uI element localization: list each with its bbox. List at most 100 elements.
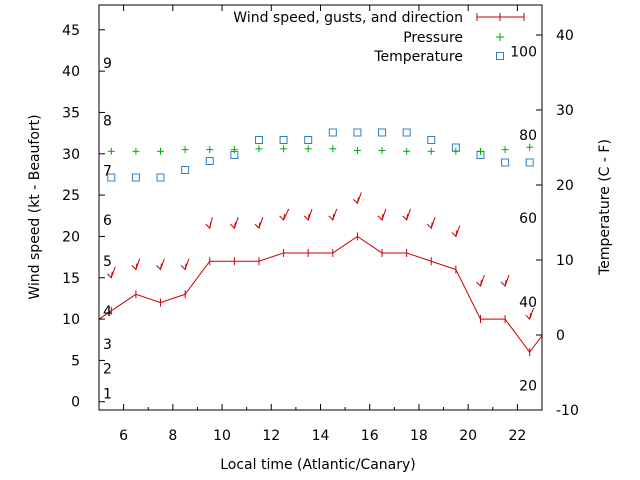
chart-ticks [98, 5, 543, 411]
wind-direction-arrow [328, 208, 338, 221]
x-tick-label: 22 [508, 428, 526, 444]
y2-tick-label: 20 [556, 178, 574, 194]
wind-speed-line [98, 235, 543, 353]
temperature-point [254, 136, 263, 144]
pressure-point [181, 146, 189, 154]
x-tick-label: 12 [262, 428, 280, 444]
chart-labels: 6 8 10 12 14 16 18 20 22051015202530354045-10010… [62, 23, 579, 444]
pressure-point [107, 147, 115, 155]
wind-direction-arrow [254, 216, 264, 230]
wind-direction-arrow [279, 208, 290, 221]
wind-direction-head [353, 197, 359, 205]
pressure-point [378, 146, 386, 154]
wind-direction-head [402, 213, 409, 221]
pressure-point [452, 147, 460, 155]
wind-direction-head [156, 263, 163, 271]
temperature-point [205, 157, 214, 165]
temperature-point [402, 128, 411, 137]
y2-axis-title: Temperature (C - F) [597, 139, 613, 276]
wind-direction-arrow [426, 216, 436, 230]
wind-direction-head [525, 312, 532, 321]
y-axis-title: Wind speed (kt - Beaufort) [27, 114, 43, 299]
fahrenheit-label: 60 [519, 211, 537, 227]
wind-direction-head [451, 230, 458, 238]
temperature-point [131, 173, 140, 182]
legend: Wind speed, gusts, and direction Pressur… [233, 10, 525, 65]
wind-direction-head [106, 271, 113, 279]
wind-direction-head [279, 213, 286, 221]
x-axis-title: Local time (Atlantic/Canary) [220, 457, 416, 473]
y-tick-label: 40 [62, 64, 80, 80]
pressure-point [403, 147, 411, 155]
wind-direction-arrow [156, 258, 165, 271]
y2-tick-label: 10 [556, 253, 574, 269]
pressure-point [427, 147, 435, 155]
wind-direction-arrow [205, 217, 213, 230]
y-tick-label: 0 [71, 395, 80, 411]
beaufort-label: 6 [103, 213, 112, 229]
beaufort-label: 2 [103, 362, 112, 378]
y-tick-label: 25 [62, 188, 80, 204]
temperature-point [181, 166, 190, 174]
beaufort-label: 1 [103, 386, 112, 402]
temperature-point [525, 158, 534, 167]
wind-direction-head [254, 222, 261, 230]
wind-direction-arrow [106, 266, 116, 279]
y-tick-label: 45 [62, 23, 80, 39]
wind-direction-arrow [451, 225, 461, 238]
pressure-point [329, 145, 337, 153]
fahrenheit-label: 100 [510, 45, 537, 61]
beaufort-label: 9 [103, 56, 112, 72]
pressure-point [230, 146, 238, 154]
beaufort-label: 3 [103, 337, 112, 353]
x-tick-label: 18 [410, 428, 428, 444]
temperature-point [279, 136, 288, 144]
y2-tick-label: -10 [556, 403, 579, 419]
legend-swatch-pressure [496, 33, 504, 41]
temperature-point [156, 173, 165, 182]
y2-tick-label: 30 [556, 103, 574, 119]
x-tick-label: 20 [459, 428, 477, 444]
legend-label-temperature: Temperature [373, 49, 463, 65]
wind-direction-head [377, 213, 384, 221]
temperature-point [427, 136, 436, 144]
beaufort-label: 5 [103, 254, 112, 270]
pressure-point [476, 147, 484, 155]
pressure-point [255, 145, 263, 153]
temperature-point [107, 173, 116, 182]
pressure-point [526, 143, 534, 151]
legend-swatch-temperature [496, 52, 504, 60]
y-tick-label: 30 [62, 147, 80, 163]
legend-label-pressure: Pressure [403, 30, 463, 46]
wind-direction-head [131, 263, 138, 271]
wind-direction-head [180, 263, 187, 271]
wind-direction-head [328, 213, 335, 221]
pressure-point [353, 146, 361, 154]
fahrenheit-label: 40 [519, 295, 537, 311]
x-tick-label: 14 [312, 428, 330, 444]
x-tick-label: 8 [168, 428, 177, 444]
pressure-point [132, 147, 140, 155]
temperature-point [328, 128, 337, 137]
y-tick-label: 20 [62, 229, 80, 245]
wind-direction-arrow [131, 258, 141, 271]
y-tick-label: 15 [62, 271, 80, 287]
wind-direction-arrow [476, 274, 485, 288]
x-tick-label: 16 [361, 428, 379, 444]
temperature-point [378, 128, 387, 137]
beaufort-label: 8 [103, 114, 112, 130]
beaufort-label: 4 [103, 304, 112, 320]
wind-direction-head [205, 222, 212, 230]
wind-direction-arrow [500, 274, 510, 288]
pressure-point [304, 145, 312, 153]
temperature-point [501, 158, 510, 167]
x-tick-label: 10 [213, 428, 231, 444]
pressure-point [157, 147, 165, 155]
y-tick-label: 10 [62, 312, 80, 328]
wind-direction-head [500, 279, 507, 288]
y-tick-label: 5 [71, 353, 80, 369]
y2-tick-label: 0 [556, 328, 565, 344]
wind-direction-arrow [525, 307, 535, 321]
wind-direction-head [303, 213, 310, 221]
